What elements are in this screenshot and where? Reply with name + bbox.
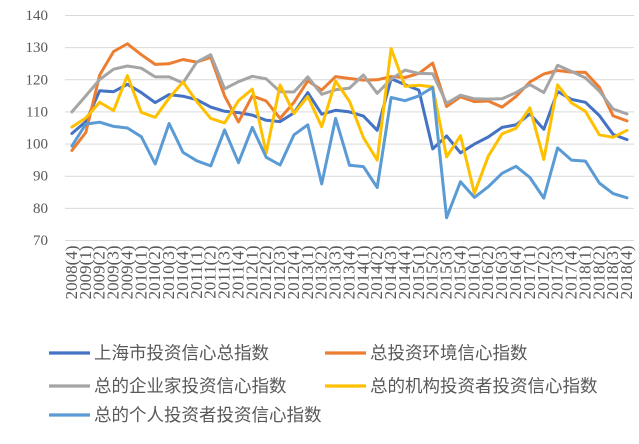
svg-text:2012(3): 2012(3) [270,246,289,300]
svg-text:2009(2): 2009(2) [90,246,109,300]
svg-text:2016(1): 2016(1) [464,246,483,300]
svg-text:2016(2): 2016(2) [478,246,497,300]
svg-text:总投资环境信心指数: 总投资环境信心指数 [370,343,528,363]
svg-text:2013(2): 2013(2) [312,246,331,300]
svg-text:2012(4): 2012(4) [284,246,303,300]
svg-text:2016(4): 2016(4) [506,246,525,300]
svg-text:2013(1): 2013(1) [298,246,317,300]
svg-text:2010(2): 2010(2) [145,246,164,300]
svg-text:2017(2): 2017(2) [534,246,553,300]
svg-text:80: 80 [33,201,48,217]
svg-text:2015(4): 2015(4) [451,246,470,300]
svg-text:2018(2): 2018(2) [589,246,608,300]
svg-text:90: 90 [33,169,48,185]
svg-text:110: 110 [26,104,48,120]
svg-text:2012(2): 2012(2) [256,246,275,300]
svg-text:2015(3): 2015(3) [437,246,456,300]
svg-text:70: 70 [33,233,48,249]
svg-text:2014(3): 2014(3) [381,246,400,300]
svg-text:140: 140 [26,8,49,24]
svg-text:2017(3): 2017(3) [548,246,567,300]
svg-text:2015(1): 2015(1) [409,246,428,300]
svg-text:2010(1): 2010(1) [131,246,150,300]
svg-text:2018(3): 2018(3) [603,246,622,300]
svg-text:2018(4): 2018(4) [617,246,636,300]
svg-text:120: 120 [26,72,49,88]
svg-text:2017(4): 2017(4) [562,246,581,300]
svg-text:2017(1): 2017(1) [520,246,539,300]
svg-text:2013(3): 2013(3) [326,246,345,300]
svg-text:2018(1): 2018(1) [575,246,594,300]
svg-text:2014(1): 2014(1) [353,246,372,300]
svg-text:2011(1): 2011(1) [187,246,206,299]
svg-text:2009(3): 2009(3) [104,246,123,300]
svg-text:2014(2): 2014(2) [367,246,386,300]
svg-text:总的企业家投资信心指数: 总的企业家投资信心指数 [94,376,287,396]
svg-text:2011(3): 2011(3) [215,246,234,299]
svg-text:2016(3): 2016(3) [492,245,511,299]
svg-text:2008(4): 2008(4) [62,246,81,300]
svg-text:2013(4): 2013(4) [340,246,359,300]
svg-text:总的个人投资者投资信心指数: 总的个人投资者投资信心指数 [94,405,322,425]
svg-text:2015(2): 2015(2) [423,246,442,300]
svg-text:2009(1): 2009(1) [76,246,95,300]
svg-text:2010(4): 2010(4) [173,246,192,300]
svg-text:2010(3): 2010(3) [159,246,178,300]
svg-text:上海市投资信心总指数: 上海市投资信心总指数 [94,343,269,363]
svg-text:2014(4): 2014(4) [395,246,414,300]
svg-text:2009(4): 2009(4) [117,246,136,300]
svg-text:总的机构投资者投资信心指数: 总的机构投资者投资信心指数 [370,376,598,396]
svg-text:100: 100 [26,137,49,153]
svg-text:130: 130 [26,40,49,56]
svg-text:2012(1): 2012(1) [242,246,261,300]
svg-text:2011(4): 2011(4) [229,246,248,299]
svg-text:2011(2): 2011(2) [201,246,220,299]
